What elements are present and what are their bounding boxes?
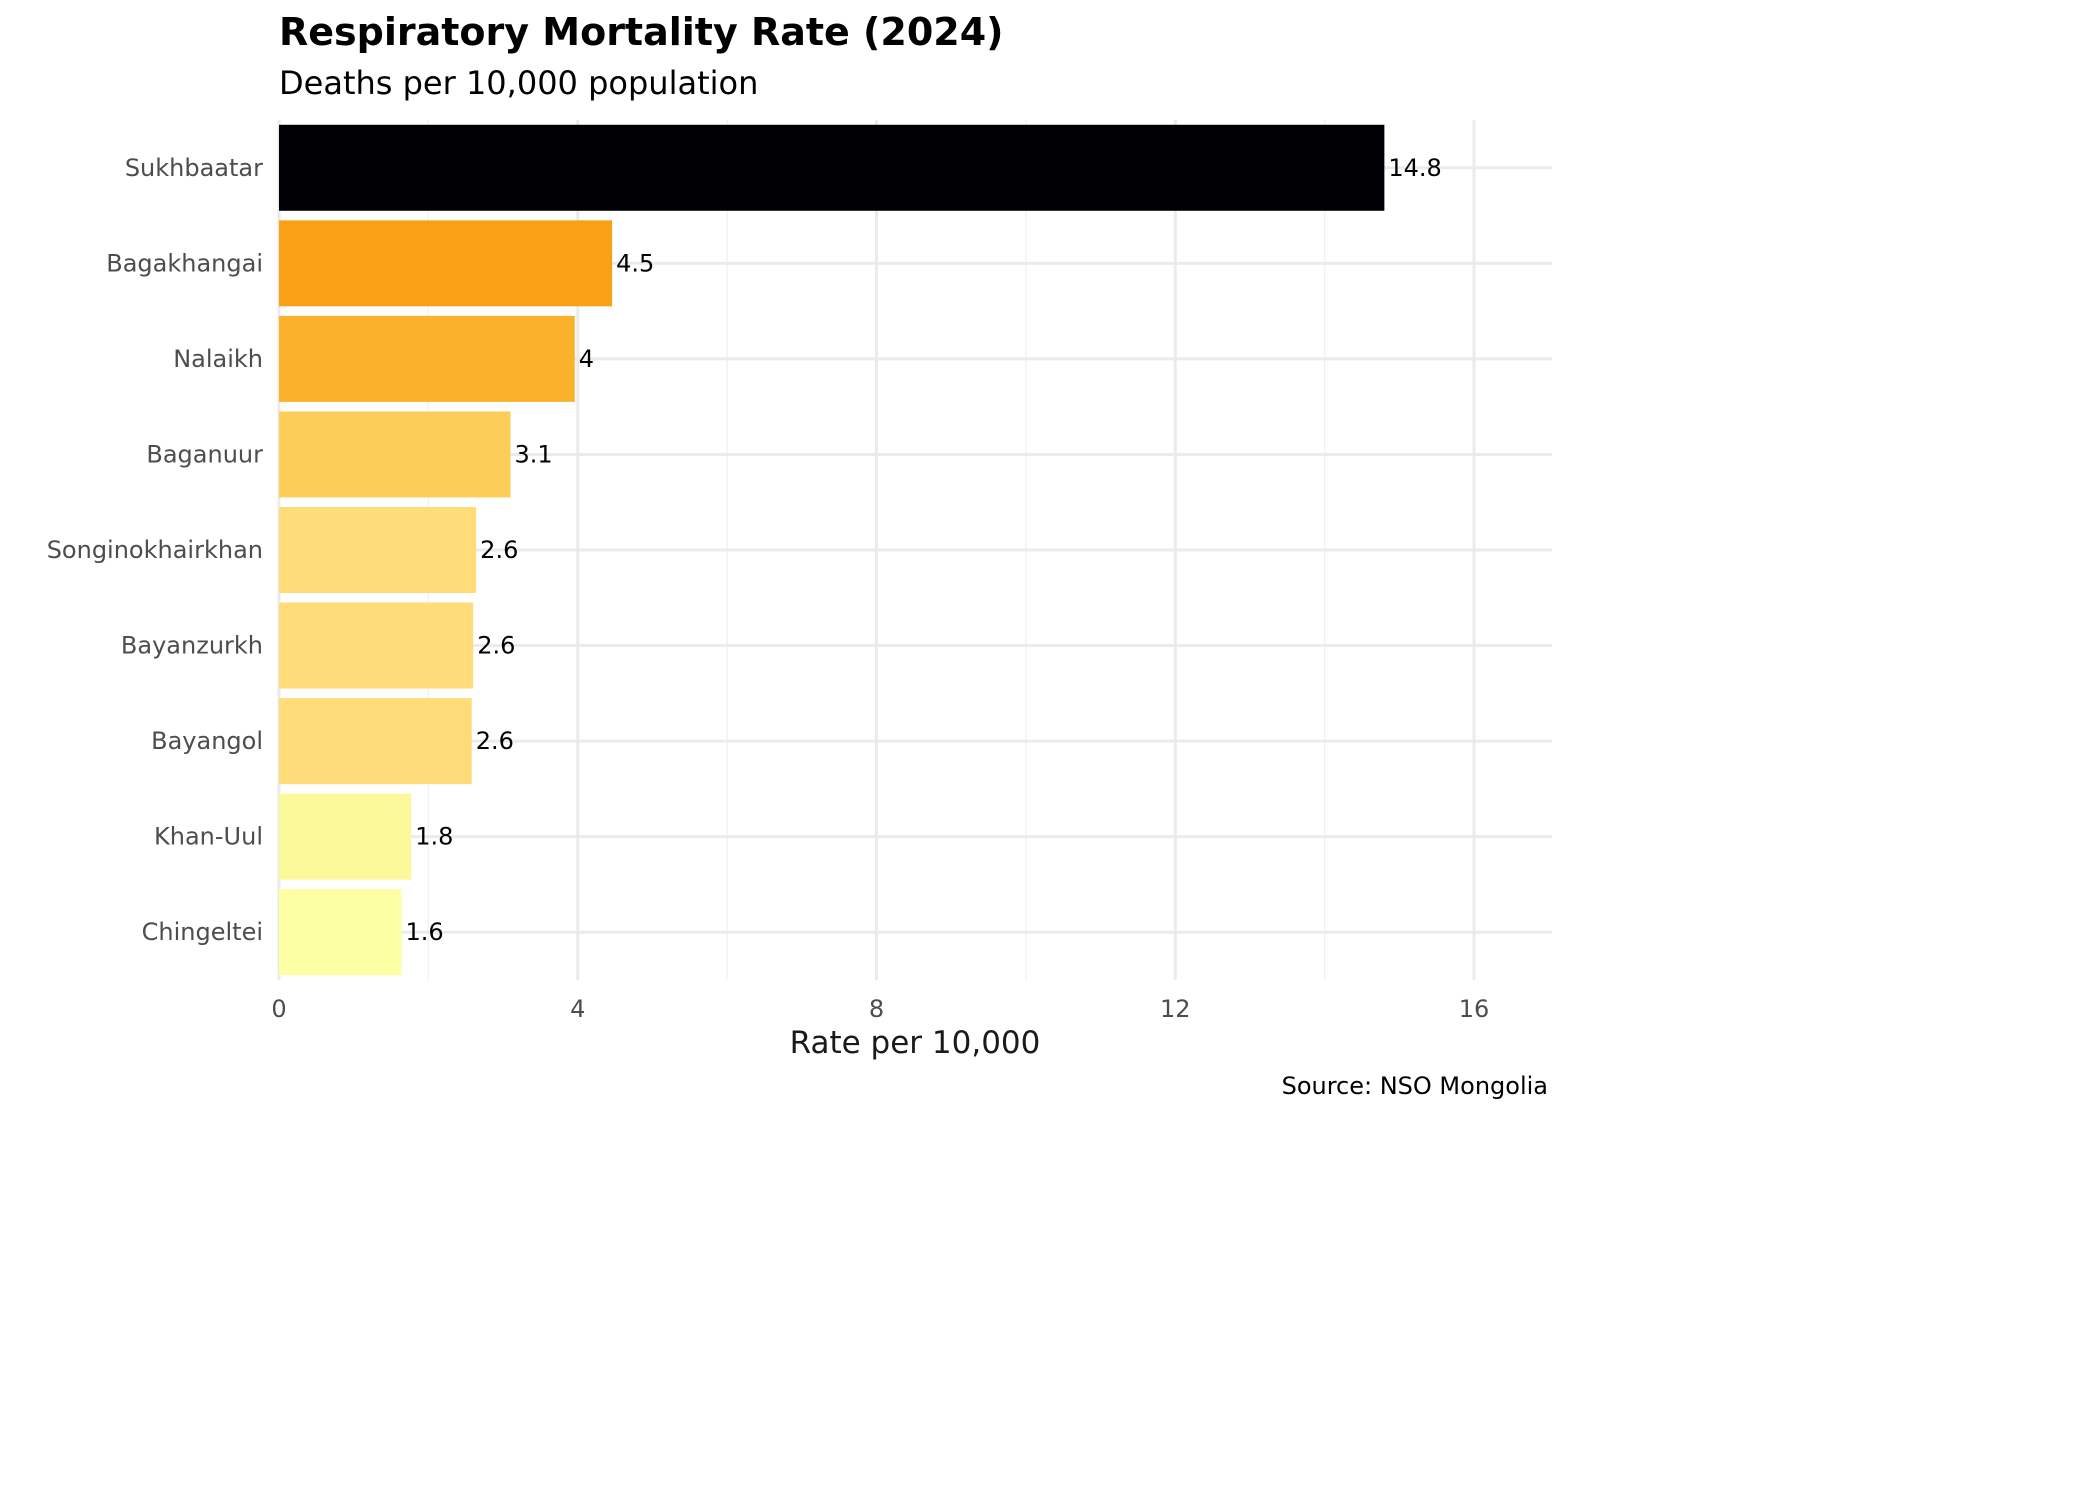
bar [279, 793, 412, 880]
value-label: 3.1 [515, 440, 553, 468]
category-label: Bagakhangai [106, 249, 263, 277]
value-label: 4.5 [616, 249, 654, 277]
bar [279, 315, 575, 402]
x-tick-label: 12 [1160, 995, 1191, 1023]
x-tick-labels: 0 4 8 12 16 [271, 995, 1489, 1023]
bar [279, 507, 477, 593]
bar-chart: Sukhbaatar Bagakhangai Nalaikh Baganuur Song… [47, 120, 1552, 1061]
value-label: 14.8 [1388, 154, 1441, 182]
category-label: Songinokhairkhan [47, 536, 263, 564]
bar [279, 220, 613, 307]
x-tick-label: 4 [570, 995, 585, 1023]
category-label: Chingeltei [142, 918, 263, 946]
chart-title: Respiratory Mortality Rate (2024) [279, 10, 1004, 54]
bar [279, 411, 511, 498]
x-tick-label: 8 [869, 995, 884, 1023]
bar [279, 602, 474, 689]
value-label: 1.8 [415, 823, 453, 851]
bars [279, 124, 1385, 976]
value-label: 2.6 [480, 536, 518, 564]
category-label: Bayangol [151, 727, 263, 755]
category-label: Sukhbaatar [125, 154, 263, 182]
category-label: Bayanzurkh [121, 632, 263, 660]
value-label: 2.6 [476, 727, 514, 755]
chart-subtitle: Deaths per 10,000 population [279, 64, 759, 102]
category-labels: Sukhbaatar Bagakhangai Nalaikh Baganuur Song… [47, 154, 263, 946]
value-label: 1.6 [405, 918, 443, 946]
x-tick-label: 0 [271, 995, 286, 1023]
bar [279, 698, 472, 785]
category-label: Nalaikh [173, 345, 263, 373]
source-caption: Source: NSO Mongolia [1281, 1072, 1548, 1100]
x-axis-label: Rate per 10,000 [790, 1025, 1041, 1061]
value-label: 2.6 [477, 632, 515, 660]
value-labels: 14.8 4.5 4 3.1 2.6 2.6 2.6 1.8 1.6 [405, 154, 1441, 946]
value-label: 4 [579, 345, 594, 373]
category-label: Khan-Uul [154, 823, 263, 851]
category-label: Baganuur [146, 440, 263, 468]
bar [279, 124, 1385, 211]
bar [279, 889, 402, 976]
x-tick-label: 16 [1459, 995, 1490, 1023]
